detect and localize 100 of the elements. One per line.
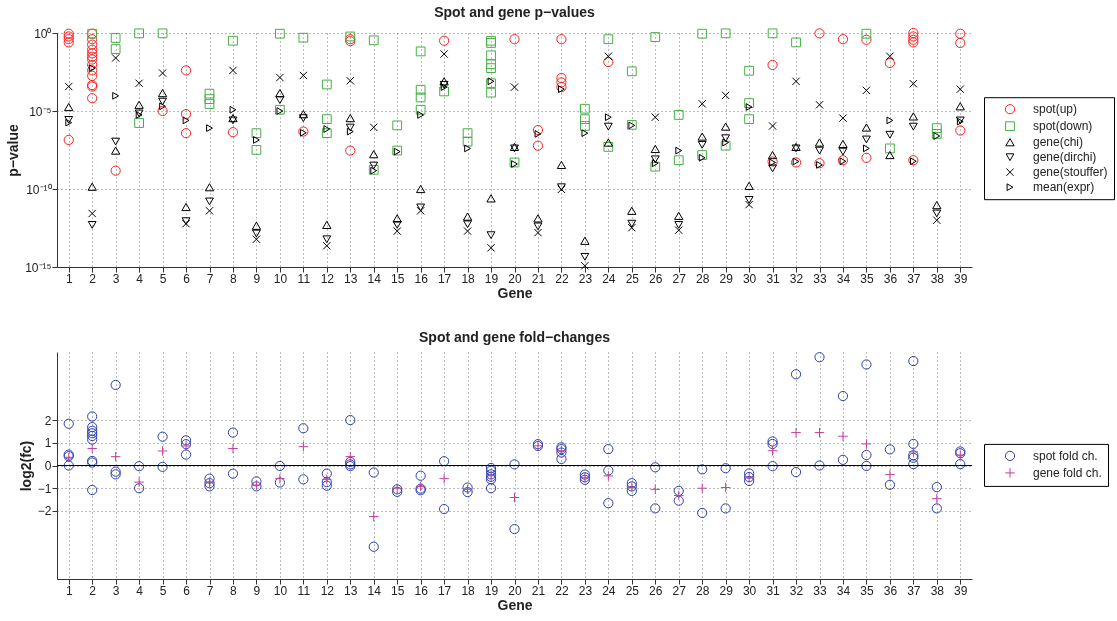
- point: [346, 76, 355, 85]
- point: [744, 196, 754, 204]
- legend-label: spot(down): [1033, 119, 1093, 134]
- point: [510, 82, 519, 92]
- point: [322, 235, 332, 244]
- point: [767, 59, 778, 71]
- point: [674, 211, 684, 220]
- x-tick-label: 13: [344, 583, 358, 598]
- point: [932, 200, 942, 210]
- x-tick-label: 36: [883, 271, 898, 286]
- point: [345, 451, 356, 462]
- point: [134, 100, 144, 109]
- point: [206, 124, 213, 132]
- x-tick-label: 25: [625, 583, 640, 598]
- x-tick-label: 12: [320, 271, 335, 286]
- point: [253, 136, 260, 144]
- point: [65, 118, 73, 127]
- point: [439, 35, 450, 46]
- point: [111, 137, 121, 146]
- point: [909, 79, 918, 88]
- x-tick-label: 27: [672, 583, 687, 598]
- x-tick-label: 38: [930, 271, 945, 286]
- point: [299, 71, 308, 80]
- point: [884, 469, 896, 480]
- point: [228, 66, 238, 75]
- y-tick-label: −2: [37, 504, 52, 519]
- point: [87, 44, 98, 55]
- point: [955, 28, 966, 39]
- point: [252, 229, 261, 238]
- point: [532, 140, 544, 151]
- point: [721, 91, 730, 100]
- y-tick-label: 10⁻¹⁵: [25, 260, 52, 275]
- point: [463, 226, 472, 236]
- point: [768, 164, 777, 173]
- point: [368, 511, 379, 522]
- x-tick-label: 23: [578, 583, 593, 598]
- x-tick-label: 11: [297, 271, 311, 286]
- point: [932, 216, 941, 225]
- x-tick-label: 2: [89, 583, 97, 598]
- point: [463, 220, 472, 229]
- point: [955, 102, 965, 111]
- point: [509, 492, 520, 503]
- point: [251, 221, 262, 230]
- point: [674, 226, 683, 235]
- legend-label: spot fold ch.: [1033, 448, 1098, 463]
- y-tick-label: 10⁻⁵: [29, 104, 52, 119]
- point: [720, 482, 731, 493]
- point: [323, 125, 331, 133]
- point: [556, 34, 567, 45]
- point: [275, 73, 285, 82]
- x-tick-label: 25: [625, 271, 640, 286]
- point: [955, 125, 966, 136]
- y-tick-label: 10⁻¹⁰: [26, 182, 52, 197]
- x-tick-label: 19: [484, 583, 499, 598]
- point: [674, 221, 684, 229]
- point: [438, 473, 450, 484]
- point: [274, 473, 286, 484]
- point: [439, 77, 449, 86]
- point: [462, 212, 473, 221]
- point: [861, 34, 872, 45]
- point: [838, 139, 848, 148]
- point: [133, 476, 145, 488]
- point: [227, 443, 239, 454]
- point: [791, 77, 801, 86]
- point: [885, 150, 895, 160]
- point: [181, 202, 191, 212]
- x-tick-label: 19: [484, 271, 499, 286]
- point: [650, 155, 660, 164]
- x-tick-label: 12: [320, 583, 335, 598]
- x-tick-label: 23: [578, 271, 593, 286]
- point: [486, 243, 496, 252]
- point: [322, 241, 331, 250]
- point: [64, 115, 74, 124]
- point: [837, 430, 849, 442]
- point: [627, 206, 637, 215]
- x-tick-label: 39: [954, 271, 968, 286]
- point: [112, 91, 120, 100]
- point: [814, 28, 825, 39]
- point: [252, 235, 261, 244]
- point: [158, 68, 167, 78]
- x-tick-label: 21: [531, 583, 546, 598]
- point: [416, 206, 425, 215]
- point: [63, 134, 74, 146]
- x-tick-label: 35: [860, 583, 874, 598]
- x-tick-label: 37: [907, 583, 921, 598]
- point: [87, 39, 98, 50]
- point: [158, 97, 167, 106]
- legend-label: mean(expr): [1033, 180, 1095, 195]
- point: [369, 150, 379, 159]
- point: [697, 132, 707, 141]
- point: [862, 135, 871, 144]
- point: [721, 134, 731, 143]
- x-axis-title: Gene: [497, 284, 533, 301]
- x-tick-label: 24: [602, 271, 616, 286]
- x-tick-label: 38: [930, 583, 945, 598]
- x-tick-label: 14: [367, 583, 382, 598]
- point: [604, 52, 613, 61]
- point: [275, 89, 285, 98]
- x-tick-label: 37: [907, 271, 921, 286]
- point: [229, 105, 237, 114]
